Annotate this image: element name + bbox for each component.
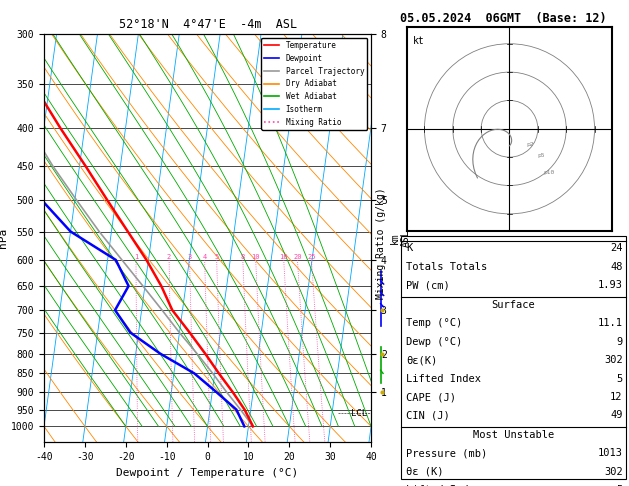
Text: 2: 2 xyxy=(167,254,171,260)
Text: 302: 302 xyxy=(604,467,623,477)
Text: Lifted Index: Lifted Index xyxy=(406,485,481,486)
Title: 52°18'N  4°47'E  -4m  ASL: 52°18'N 4°47'E -4m ASL xyxy=(118,18,297,32)
Text: 1.93: 1.93 xyxy=(598,280,623,290)
Text: 25: 25 xyxy=(307,254,316,260)
Text: 5: 5 xyxy=(616,374,623,383)
Text: Most Unstable: Most Unstable xyxy=(473,430,554,440)
Text: 4: 4 xyxy=(203,254,207,260)
Text: θε (K): θε (K) xyxy=(406,467,444,477)
Text: 5: 5 xyxy=(616,485,623,486)
Text: Surface: Surface xyxy=(492,300,535,310)
Text: 1: 1 xyxy=(134,254,138,260)
Text: 8: 8 xyxy=(241,254,245,260)
Text: 9: 9 xyxy=(616,337,623,347)
Text: 5: 5 xyxy=(214,254,219,260)
Text: LCL: LCL xyxy=(351,409,367,417)
Text: CAPE (J): CAPE (J) xyxy=(406,392,456,402)
Text: Lifted Index: Lifted Index xyxy=(406,374,481,383)
Text: kt: kt xyxy=(413,36,425,46)
Text: 12: 12 xyxy=(610,392,623,402)
Text: Temp (°C): Temp (°C) xyxy=(406,318,462,328)
Text: θε(K): θε(K) xyxy=(406,355,438,365)
Text: 1013: 1013 xyxy=(598,448,623,458)
Text: 24: 24 xyxy=(610,243,623,253)
Legend: Temperature, Dewpoint, Parcel Trajectory, Dry Adiabat, Wet Adiabat, Isotherm, Mi: Temperature, Dewpoint, Parcel Trajectory… xyxy=(261,38,367,130)
Text: Pressure (mb): Pressure (mb) xyxy=(406,448,487,458)
Text: Totals Totals: Totals Totals xyxy=(406,262,487,272)
Text: K: K xyxy=(406,243,413,253)
Text: 20: 20 xyxy=(293,254,302,260)
Text: CIN (J): CIN (J) xyxy=(406,411,450,420)
X-axis label: Dewpoint / Temperature (°C): Dewpoint / Temperature (°C) xyxy=(116,468,299,478)
Text: 48: 48 xyxy=(610,262,623,272)
Y-axis label: km
ASL: km ASL xyxy=(389,229,411,247)
Text: 05.05.2024  06GMT  (Base: 12): 05.05.2024 06GMT (Base: 12) xyxy=(400,12,606,25)
Text: Dewp (°C): Dewp (°C) xyxy=(406,337,462,347)
Text: p5: p5 xyxy=(538,153,545,158)
Text: p10: p10 xyxy=(543,170,555,175)
Text: PW (cm): PW (cm) xyxy=(406,280,450,290)
Text: 49: 49 xyxy=(610,411,623,420)
Text: Mixing Ratio (g/kg): Mixing Ratio (g/kg) xyxy=(376,187,386,299)
Y-axis label: hPa: hPa xyxy=(0,228,8,248)
Text: 302: 302 xyxy=(604,355,623,365)
Text: 11.1: 11.1 xyxy=(598,318,623,328)
Text: 16: 16 xyxy=(279,254,288,260)
Text: p2: p2 xyxy=(526,142,534,147)
Text: 3: 3 xyxy=(187,254,192,260)
Text: 10: 10 xyxy=(252,254,260,260)
